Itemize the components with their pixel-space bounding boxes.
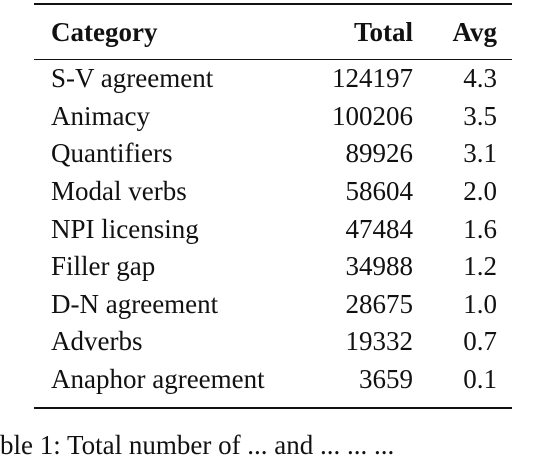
table-row: Modal verbs 58604 2.0 <box>34 173 512 211</box>
cell-avg: 1.6 <box>463 213 497 244</box>
table-row: NPI licensing 47484 1.6 <box>34 210 512 248</box>
table-row: Anaphor agreement 3659 0.1 <box>34 361 512 408</box>
cell-avg: 0.1 <box>463 364 497 395</box>
cell-total: 124197 <box>332 63 413 94</box>
cell-total: 58604 <box>345 176 414 207</box>
cell-category: S-V agreement <box>51 63 214 94</box>
table-row: Filler gap 34988 1.2 <box>34 248 512 286</box>
cell-total: 89926 <box>345 138 414 169</box>
cell-category: Quantifiers <box>51 138 173 169</box>
header-category: Category <box>51 16 158 47</box>
table-row: Quantifiers 89926 3.1 <box>34 135 512 173</box>
cell-category: Anaphor agreement <box>51 364 265 395</box>
table-bottom-rule <box>34 407 512 410</box>
cell-category: D-N agreement <box>51 288 219 319</box>
cell-total: 34988 <box>345 251 414 282</box>
cell-avg: 3.1 <box>463 138 497 169</box>
header-total: Total <box>353 16 413 47</box>
cell-avg: 4.3 <box>463 63 497 94</box>
cell-total: 100206 <box>332 100 413 131</box>
cell-total: 19332 <box>345 326 414 357</box>
table-row: D-N agreement 28675 1.0 <box>34 286 512 324</box>
category-table: Category Total Avg S-V agreement 124197 … <box>34 0 512 410</box>
cell-category: Filler gap <box>51 251 156 282</box>
table-top-rule <box>34 3 512 5</box>
table-header-row: Category Total Avg <box>34 5 512 59</box>
cell-total: 47484 <box>345 213 414 244</box>
table-row: S-V agreement 124197 4.3 <box>34 60 512 98</box>
cell-avg: 1.2 <box>463 251 497 282</box>
cell-avg: 1.0 <box>463 288 497 319</box>
cell-category: Adverbs <box>51 326 143 357</box>
data-table: Category Total Avg S-V agreement 124197 … <box>34 5 512 407</box>
table-row: Adverbs 19332 0.7 <box>34 323 512 361</box>
header-avg: Avg <box>452 16 498 47</box>
cell-avg: 3.5 <box>463 100 497 131</box>
cell-category: NPI licensing <box>51 213 199 244</box>
table-row: Animacy 100206 3.5 <box>34 98 512 136</box>
cell-category: Modal verbs <box>51 176 187 207</box>
cell-avg: 2.0 <box>463 176 497 207</box>
cell-total: 3659 <box>359 364 413 395</box>
cell-total: 28675 <box>345 288 414 319</box>
table-header-rule <box>34 59 512 60</box>
cell-category: Animacy <box>51 100 150 131</box>
cell-avg: 0.7 <box>463 326 497 357</box>
